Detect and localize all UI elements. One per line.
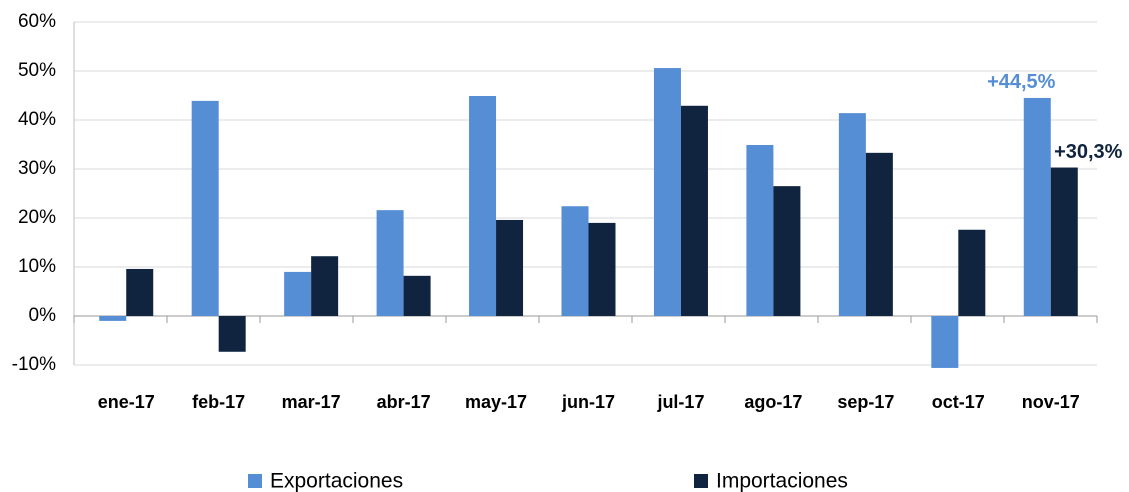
y-tick-label: -10% xyxy=(12,354,56,375)
data-label: +44,5% xyxy=(987,71,1056,93)
bar xyxy=(376,210,404,316)
bar xyxy=(653,68,681,316)
legend-swatch xyxy=(248,474,262,488)
y-tick-label: 10% xyxy=(18,256,56,277)
x-tick-label: may-17 xyxy=(465,392,527,412)
bar xyxy=(99,316,127,321)
x-tick-label: nov-17 xyxy=(1022,392,1080,412)
bar xyxy=(588,222,616,316)
y-tick-label: 40% xyxy=(18,109,56,130)
legend-swatch xyxy=(694,474,708,488)
bar xyxy=(865,152,893,316)
legend-label: Importaciones xyxy=(716,470,848,492)
y-tick-label: 60% xyxy=(18,11,56,32)
bar xyxy=(1050,167,1078,316)
bar xyxy=(284,271,312,316)
x-tick-label: oct-17 xyxy=(932,392,985,412)
x-tick-label: ago-17 xyxy=(744,392,802,412)
x-tick-label: jun-17 xyxy=(561,392,615,412)
x-tick-label: abr-17 xyxy=(377,392,431,412)
y-tick-label: 0% xyxy=(29,305,57,326)
x-tick-label: ene-17 xyxy=(98,392,155,412)
data-label: +30,3% xyxy=(1054,141,1123,163)
bar xyxy=(931,316,959,368)
bar xyxy=(126,268,154,316)
bar xyxy=(773,186,801,316)
legend-label: Exportaciones xyxy=(270,470,403,492)
bar xyxy=(680,105,708,316)
y-tick-label: 50% xyxy=(18,60,56,81)
bar xyxy=(218,316,246,352)
x-tick-label: feb-17 xyxy=(192,392,245,412)
bar xyxy=(496,219,524,316)
bar xyxy=(403,275,431,316)
bar xyxy=(1023,97,1051,316)
bar xyxy=(469,95,497,317)
bar xyxy=(191,100,219,316)
x-tick-label: mar-17 xyxy=(282,392,341,412)
bar xyxy=(958,229,986,316)
y-tick-label: 30% xyxy=(18,158,56,179)
bar xyxy=(561,206,589,316)
bar xyxy=(746,144,774,316)
y-tick-label: 20% xyxy=(18,207,56,228)
bar xyxy=(311,256,339,316)
x-tick-label: sep-17 xyxy=(837,392,894,412)
x-tick-label: jul-17 xyxy=(656,392,704,412)
bar xyxy=(838,113,866,316)
